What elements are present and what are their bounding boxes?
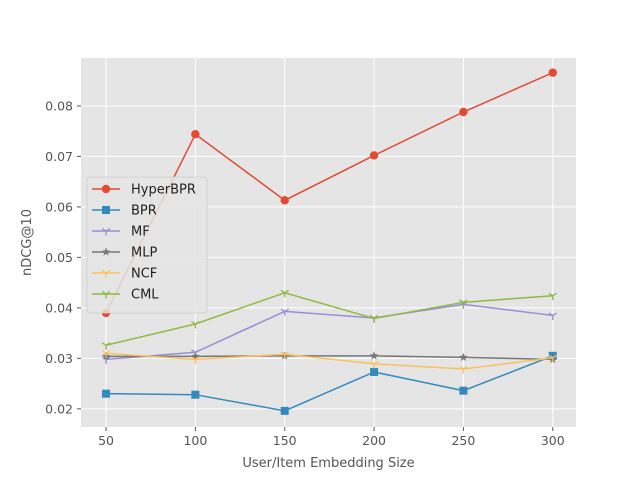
data-point [459,107,468,117]
data-point [548,292,558,301]
data-point [101,342,111,350]
y-tick-label: 0.07 [45,149,73,164]
legend-item: BPR [92,204,157,219]
series-line [105,303,553,361]
series-layer [101,68,558,415]
y-tick-label: 0.04 [45,300,73,315]
x-tick-label: 150 [273,433,297,448]
data-point [369,351,379,360]
y-tick-label: 0.05 [45,250,73,265]
data-point [459,365,468,374]
legend-marker [101,247,111,256]
legend-item: HyperBPR [92,183,196,198]
y-tick-label: 0.02 [45,401,73,416]
x-tick-label: 300 [541,433,565,448]
data-point [280,289,289,298]
data-point [369,360,379,369]
legend-marker [102,206,110,214]
legend-marker [101,270,111,278]
data-point [459,386,468,395]
data-point [280,308,289,316]
legend-label: MF [131,225,150,240]
legend-box [86,176,208,314]
data-point [548,68,557,77]
legend-item: NCF [92,267,157,282]
data-point [370,367,379,376]
data-point [459,352,468,361]
series-line [105,71,554,314]
data-point [459,299,468,307]
data-point [280,406,289,415]
data-point [548,354,558,363]
data-point [369,315,379,323]
x-tick-label: 200 [362,433,386,448]
legend: HyperBPR BPR MF MLP NCF CML [86,176,208,314]
data-point [280,196,289,205]
legend-label: BPR [131,204,157,219]
legend-marker [101,291,111,299]
legend-label: NCF [131,267,157,282]
series-ncf [101,350,558,374]
series-line [105,352,553,370]
data-point [280,351,289,359]
data-point [548,312,558,320]
y-axis-label: nDCG@10 [20,209,35,276]
data-point [191,390,200,399]
data-point [101,350,111,358]
x-axis: 50 100 150 200 250 300 [98,427,565,448]
data-point [191,351,200,360]
y-tick-label: 0.08 [45,98,73,113]
series-line [106,355,553,361]
series-line [106,355,554,412]
data-point [191,130,200,139]
x-tick-label: 100 [183,433,207,448]
legend-marker [101,228,111,236]
y-tick-label: 0.03 [45,351,73,366]
data-point [191,321,200,329]
legend-marker [101,184,111,194]
y-tick-label: 0.06 [45,199,73,214]
x-tick-label: 250 [451,433,475,448]
x-axis-label: User/Item Embedding Size [242,456,414,471]
y-axis: 0.02 0.03 0.04 0.05 0.06 0.07 0.08 [45,98,81,416]
x-tick-label: 50 [98,433,114,448]
data-point [369,151,379,160]
legend-label: CML [131,288,159,303]
series-cml [101,289,558,350]
legend-item: CML [92,288,159,303]
legend-item: MF [92,225,150,240]
data-point [102,389,111,398]
data-point [191,356,200,364]
series-line [105,291,553,346]
legend-label: MLP [131,246,157,261]
legend-label: HyperBPR [131,183,196,198]
legend-item: MLP [92,246,157,261]
